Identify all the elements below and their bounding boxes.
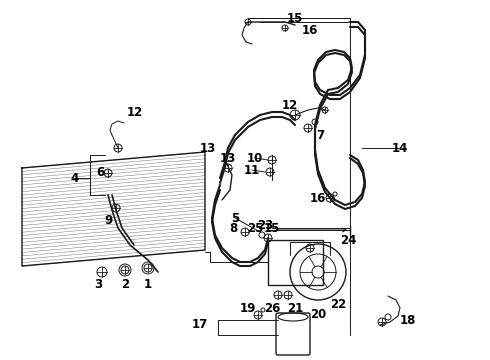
Text: 2: 2 — [121, 279, 129, 292]
Text: 18: 18 — [400, 314, 416, 327]
Text: 24: 24 — [340, 234, 356, 247]
Text: 13: 13 — [200, 141, 216, 154]
Text: 22: 22 — [330, 298, 346, 311]
Text: 16: 16 — [310, 192, 326, 204]
Text: 4: 4 — [71, 171, 79, 185]
Text: 9: 9 — [104, 213, 112, 226]
Text: 14: 14 — [392, 141, 408, 154]
Text: 6: 6 — [96, 166, 104, 179]
Text: 11: 11 — [244, 163, 260, 176]
Text: 5: 5 — [231, 212, 239, 225]
Text: 3: 3 — [94, 279, 102, 292]
Text: 12: 12 — [282, 99, 298, 112]
Text: 20: 20 — [310, 309, 326, 321]
Text: 8: 8 — [229, 221, 237, 234]
Text: 25: 25 — [247, 221, 263, 234]
Text: 15: 15 — [287, 12, 303, 24]
Text: 21: 21 — [287, 302, 303, 315]
Text: 26: 26 — [264, 302, 280, 315]
Text: 15: 15 — [264, 221, 280, 234]
Text: 10: 10 — [247, 152, 263, 165]
Text: 16: 16 — [302, 23, 318, 36]
Text: 1: 1 — [144, 279, 152, 292]
Text: 17: 17 — [192, 319, 208, 332]
Bar — [268, 240, 323, 285]
Text: 13: 13 — [220, 152, 236, 165]
Text: 7: 7 — [316, 129, 324, 141]
Text: 12: 12 — [127, 105, 143, 118]
Text: 23: 23 — [257, 219, 273, 231]
Text: 19: 19 — [240, 302, 256, 315]
